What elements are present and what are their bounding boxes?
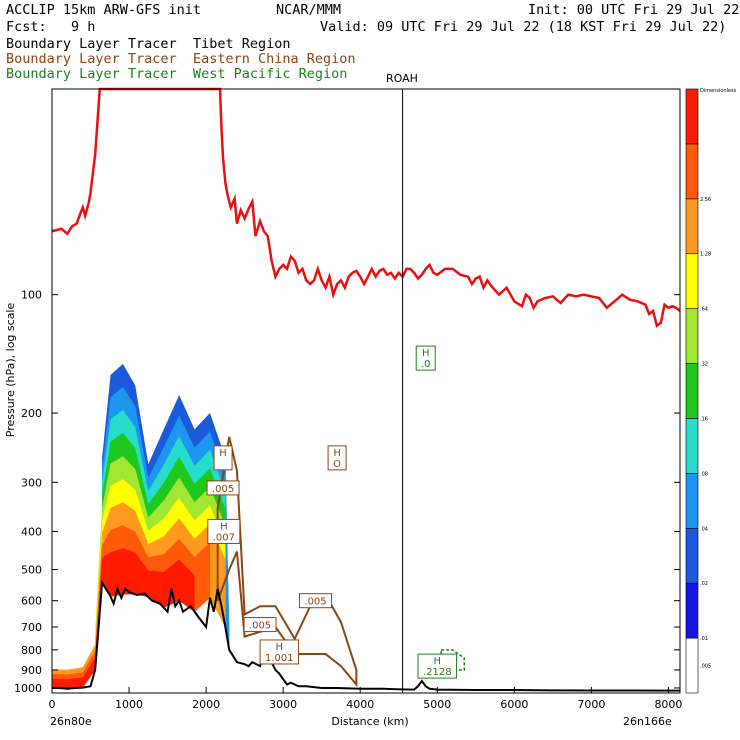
colorbar-label: .02 [700, 581, 708, 587]
y-tick-label: 1000 [14, 682, 42, 695]
x-tick-label: 8000 [654, 698, 682, 711]
annotation-value: 1.001 [265, 653, 294, 664]
y-tick-label: 500 [21, 564, 42, 577]
x-tick-label: 5000 [423, 698, 451, 711]
header-init: Init: 00 UTC Fri 29 Jul 22 [528, 2, 740, 18]
colorbar-swatch [685, 198, 699, 255]
annotation-value: .005 [304, 597, 326, 608]
annotation-label: H [422, 348, 430, 359]
left-end-label: 26n80e [50, 715, 92, 728]
colorbar-label: .32 [700, 362, 708, 368]
annotation-box: H [213, 445, 233, 471]
colorbar-title: Dimensionless [700, 88, 737, 94]
y-tick-label: 300 [21, 476, 42, 489]
annotation-value: O [333, 459, 341, 470]
x-tick-label: 0 [49, 698, 56, 711]
colorbar-swatch [685, 418, 699, 474]
annotation-box: HO [327, 445, 347, 471]
colorbar-label: .64 [700, 307, 708, 313]
colorbar-swatch [685, 88, 699, 145]
tropopause-line [51, 87, 681, 328]
y-tick-label: 200 [21, 407, 42, 420]
station-label: ROAH [386, 72, 418, 85]
plot-frame [51, 88, 681, 694]
x-tick-label: 1000 [115, 698, 143, 711]
annotation-frame [207, 518, 241, 544]
right-end-label: 26n166e [623, 715, 672, 728]
header-fcst: Fcst: 9 h [6, 19, 96, 35]
colorbar-label: .01 [700, 636, 708, 642]
y-tick-label: 400 [21, 525, 42, 538]
header-valid: Valid: 09 UTC Fri 29 Jul 22 (18 KST Fri … [320, 19, 727, 35]
annotation-value: .005 [249, 621, 271, 632]
x-axis-label: Distance (km) [331, 715, 408, 728]
line-layer [51, 87, 681, 693]
colorbar: .005 .01 .02 .04 .08 .16 .32 .64 1.28 2.56 Dimensi… [685, 88, 737, 694]
colorbar-label: 2.56 [700, 197, 711, 203]
tracer-band-2.56 [52, 548, 195, 689]
annotation-box: H.0 [415, 345, 436, 371]
colorbar-swatch [685, 637, 699, 694]
annotation-frame [327, 445, 347, 471]
annotation-label: H [333, 448, 341, 459]
colorbar-label: .04 [700, 526, 708, 532]
colorbar-swatch [685, 143, 699, 200]
y-tick-label: 900 [21, 664, 42, 677]
colorbar-label: 1.28 [700, 252, 711, 258]
annotation-box: .005 [206, 480, 240, 496]
annotation-label: H [219, 448, 227, 459]
annotation-frame [259, 639, 300, 665]
annotation-box: H.007 [207, 518, 241, 544]
annotation-frame [213, 445, 233, 471]
annotation-value: .007 [213, 532, 235, 543]
y-tick-label: 800 [21, 644, 42, 657]
colorbar-label: .16 [700, 416, 708, 422]
colorbar-swatch [685, 253, 699, 309]
colorbar-swatch [685, 363, 699, 419]
annotation-value: .2128 [423, 667, 452, 678]
annotation-label: H [220, 521, 228, 532]
annotation-frame [417, 653, 458, 679]
annotation-box: .005 [299, 593, 333, 609]
annotation-value: .0 [421, 359, 431, 370]
tracer-band-1.28 [52, 525, 210, 689]
colorbar-label: .08 [700, 471, 708, 477]
terrain-line [52, 579, 680, 692]
annotation-value: .005 [212, 484, 234, 495]
annotation-box: .005 [243, 617, 277, 633]
legend-line-wpac: Boundary Layer Tracer West Pacific Regio… [6, 66, 348, 82]
y-tick-label: 100 [21, 289, 42, 302]
annotation-frame [415, 345, 436, 371]
annotation-frame [299, 593, 333, 609]
annotation-frame [243, 617, 277, 633]
y-tick-label: 700 [21, 621, 42, 634]
y-tick-label: 600 [21, 595, 42, 608]
annotation-box: H.2128 [417, 653, 458, 679]
tracer-fill-layer [52, 363, 230, 689]
x-tick-label: 2000 [192, 698, 220, 711]
axes-layer: 100 200 300 400 500 600 700 800 900 1000 0 1000 2000… [14, 88, 682, 711]
colorbar-swatch [685, 527, 699, 584]
colorbar-swatch [685, 473, 699, 529]
x-tick-label: 3000 [269, 698, 297, 711]
colorbar-swatch [685, 308, 699, 364]
annotation-box: H1.001 [259, 639, 300, 665]
header-org: NCAR/MMM [276, 2, 342, 18]
x-tick-label: 7000 [577, 698, 605, 711]
colorbar-swatch [685, 582, 699, 639]
legend-line-china: Boundary Layer Tracer Eastern China Regi… [6, 51, 356, 67]
annotation-label: H [276, 642, 284, 653]
y-axis-label: Pressure (hPa), log scale [4, 303, 17, 438]
annotation-frame [206, 480, 240, 496]
china-tracer-contour [216, 436, 358, 688]
colorbar-label: .005 [700, 664, 711, 670]
annotation-label: H [434, 656, 442, 667]
header-model: ACCLIP 15km ARW-GFS init [6, 2, 202, 18]
x-tick-label: 4000 [346, 698, 374, 711]
legend-line-tibet: Boundary Layer Tracer Tibet Region [6, 36, 291, 52]
x-tick-label: 6000 [500, 698, 528, 711]
